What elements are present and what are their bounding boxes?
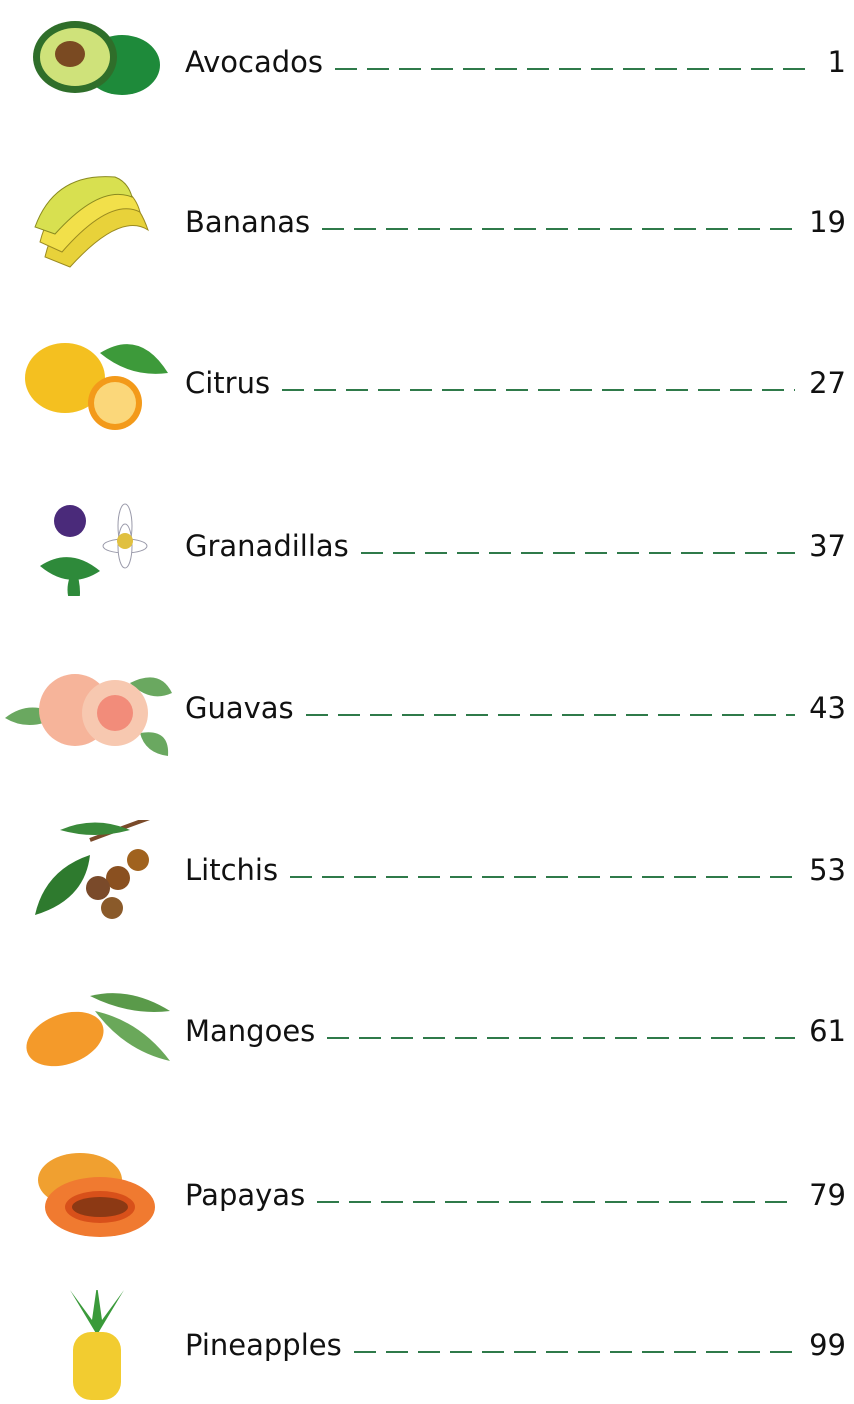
- contents-entry: Citrus 27: [0, 333, 854, 433]
- guava-icon: [0, 658, 175, 758]
- entry-title: Pineapples: [185, 1328, 342, 1362]
- contents-entry: Granadillas 37: [0, 496, 854, 596]
- pineapple-icon: [0, 1290, 175, 1400]
- mango-icon: [0, 981, 175, 1081]
- citrus-icon: [0, 333, 175, 433]
- dot-leader: [361, 552, 795, 554]
- entry-title: Guavas: [185, 691, 294, 725]
- dot-leader: [290, 876, 795, 878]
- litchi-icon: [0, 820, 175, 920]
- contents-entry: Avocados 1: [0, 12, 854, 112]
- entry-title: Mangoes: [185, 1014, 315, 1048]
- entry-title: Citrus: [185, 366, 270, 400]
- page-number: 19: [809, 205, 846, 239]
- page-number: 61: [809, 1014, 846, 1048]
- entry-title: Avocados: [185, 45, 323, 79]
- dot-leader: [335, 68, 814, 70]
- entry-title: Papayas: [185, 1178, 305, 1212]
- contents-entry: Bananas 19: [0, 172, 854, 272]
- granadilla-icon: [0, 496, 175, 596]
- entry-title: Granadillas: [185, 529, 349, 563]
- banana-icon: [0, 172, 175, 272]
- entry-title: Litchis: [185, 853, 278, 887]
- contents-entry: Pineapples 99: [0, 1290, 854, 1400]
- dot-leader: [282, 389, 795, 391]
- contents-entry: Litchis 53: [0, 820, 854, 920]
- page-number: 27: [809, 366, 846, 400]
- avocado-icon: [0, 12, 175, 112]
- dot-leader: [306, 714, 795, 716]
- page-number: 1: [828, 45, 846, 79]
- entry-title: Bananas: [185, 205, 310, 239]
- dot-leader: [327, 1037, 795, 1039]
- dot-leader: [317, 1201, 795, 1203]
- dot-leader: [354, 1351, 795, 1353]
- contents-entry: Mangoes 61: [0, 981, 854, 1081]
- page-number: 99: [809, 1328, 846, 1362]
- page-number: 37: [809, 529, 846, 563]
- contents-entry: Guavas 43: [0, 658, 854, 758]
- papaya-icon: [0, 1145, 175, 1245]
- page-number: 79: [809, 1178, 846, 1212]
- contents-page: Avocados 1 Bananas 19 Citrus 27 Granadil…: [0, 0, 854, 1404]
- page-number: 43: [809, 691, 846, 725]
- contents-entry: Papayas 79: [0, 1145, 854, 1245]
- page-number: 53: [809, 853, 846, 887]
- dot-leader: [322, 228, 795, 230]
